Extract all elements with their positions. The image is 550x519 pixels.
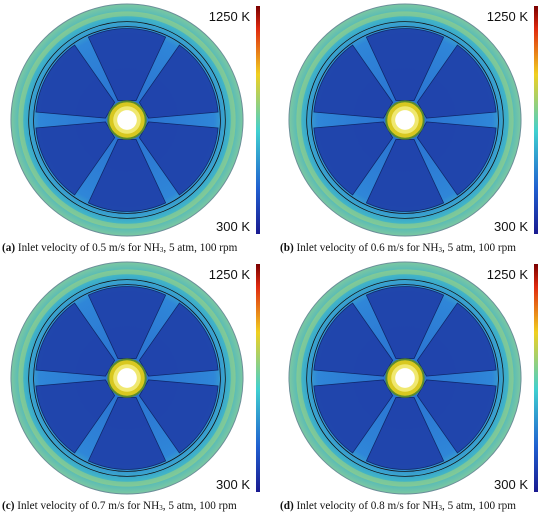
caption-text: , 5 atm, 100 rpm [162, 500, 237, 512]
rotor-image [11, 262, 243, 494]
caption: (a) Inlet velocity of 0.5 m/s for NH3, 5… [2, 242, 277, 254]
colorbar [256, 264, 260, 492]
panel-label: (d) [280, 500, 294, 512]
rotor-image [289, 4, 521, 236]
caption-subscript: 3 [159, 504, 163, 512]
panel-label: (c) [2, 500, 15, 512]
caption-text: Inlet velocity of 0.6 m/s for NH [296, 242, 439, 254]
caption-text: , 5 atm, 100 rpm [441, 500, 516, 512]
colorbar [256, 6, 260, 234]
rotor-image [289, 262, 521, 494]
caption: (b) Inlet velocity of 0.6 m/s for NH3, 5… [280, 242, 550, 254]
caption-text: Inlet velocity of 0.7 m/s for NH [17, 500, 160, 512]
colorbar-max-label: 1250 K [487, 9, 529, 24]
colorbar-max-label: 1250 K [209, 9, 251, 24]
caption-subscript: 3 [159, 246, 164, 254]
rotor-image [11, 4, 243, 236]
colorbar [534, 264, 538, 492]
caption: (d) Inlet velocity of 0.8 m/s for NH3, 5… [280, 500, 550, 512]
caption-text: , 5 atm, 100 rpm [163, 242, 238, 254]
colorbar-min-label: 300 K [494, 219, 528, 234]
caption-text: Inlet velocity of 0.5 m/s for NH [17, 242, 160, 254]
colorbar [534, 6, 538, 234]
caption-text: Inlet velocity of 0.8 m/s for NH [296, 500, 439, 512]
panel-label: (b) [280, 242, 294, 254]
caption: (c) Inlet velocity of 0.7 m/s for NH3, 5… [2, 500, 277, 512]
caption-subscript: 3 [438, 504, 442, 512]
colorbar-min-label: 300 K [216, 477, 250, 492]
colorbar-min-label: 300 K [494, 477, 528, 492]
colorbar-min-label: 300 K [216, 219, 250, 234]
panel-label: (a) [2, 242, 16, 254]
caption-text: , 5 atm, 100 rpm [441, 242, 516, 254]
colorbar-max-label: 1250 K [209, 267, 251, 282]
colorbar-max-label: 1250 K [487, 267, 529, 282]
caption-subscript: 3 [438, 246, 442, 254]
